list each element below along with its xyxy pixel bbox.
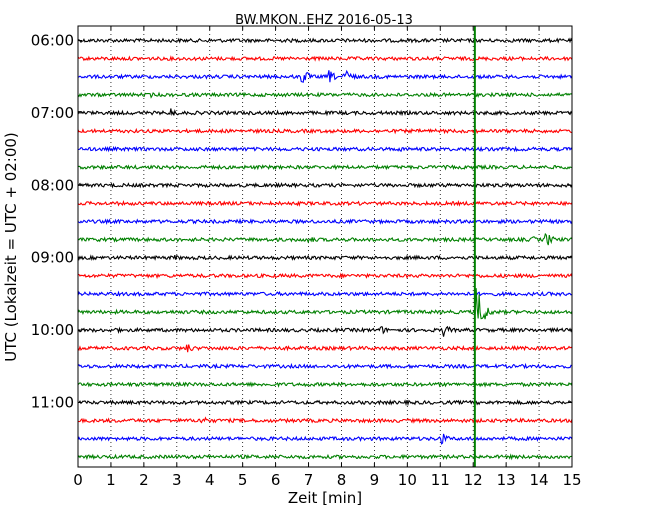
x-tick-label: 4 <box>205 471 215 489</box>
x-tick-label: 1 <box>106 471 116 489</box>
trace-0645 <box>77 91 573 99</box>
x-tick-label: 11 <box>431 471 450 489</box>
y-axis: 06:00 07:00 08:00 09:00 10:00 11:00 <box>31 32 572 412</box>
plot-frame <box>77 25 573 468</box>
x-tick-label: 7 <box>304 471 314 489</box>
trace-1015 <box>77 344 573 353</box>
trace-0945 <box>77 288 573 320</box>
x-tick-label: 3 <box>172 471 182 489</box>
y-tick-label: 07:00 <box>31 104 74 122</box>
trace-0930 <box>77 290 573 298</box>
x-tick-label: 8 <box>337 471 347 489</box>
trace-1030 <box>77 362 573 370</box>
trace-1045 <box>77 381 573 388</box>
traces <box>77 37 573 461</box>
trace-1145 <box>77 453 573 461</box>
trace-0830 <box>77 218 573 225</box>
trace-0845 <box>77 232 573 246</box>
trace-0900 <box>77 254 573 262</box>
x-tick-label: 14 <box>530 471 549 489</box>
y-tick-label: 08:00 <box>31 176 74 194</box>
y-tick-label: 06:00 <box>31 32 74 50</box>
x-tick-label: 13 <box>497 471 516 489</box>
trace-1130 <box>77 433 573 445</box>
y-tick-label: 09:00 <box>31 249 74 267</box>
trace-0815 <box>77 199 573 207</box>
x-axis: 0 1 2 3 4 5 6 7 8 9 10 11 12 13 14 15 <box>73 26 582 489</box>
x-tick-label: 2 <box>139 471 149 489</box>
trace-0715 <box>77 127 573 135</box>
trace-1100 <box>77 399 573 407</box>
trace-0745 <box>77 163 573 171</box>
x-axis-label: Zeit [min] <box>288 489 362 507</box>
trace-0600 <box>77 37 573 44</box>
x-tick-label: 9 <box>370 471 380 489</box>
trace-1115 <box>77 416 573 424</box>
trace-0800 <box>77 182 573 189</box>
trace-0700 <box>77 108 573 117</box>
x-tick-label: 5 <box>238 471 248 489</box>
chart-title: BW.MKON..EHZ 2016-05-13 <box>235 13 413 28</box>
trace-0615 <box>77 55 573 62</box>
y-tick-label: 10:00 <box>31 321 74 339</box>
x-tick-label: 6 <box>271 471 281 489</box>
x-tick-label: 10 <box>398 471 417 489</box>
y-axis-label: UTC (Lokalzeit = UTC + 02:00) <box>2 132 20 362</box>
x-tick-label: 12 <box>464 471 483 489</box>
trace-1000 <box>77 325 573 337</box>
trace-0730 <box>77 145 573 153</box>
x-tick-label: 15 <box>562 471 581 489</box>
grid <box>110 26 540 467</box>
trace-0915 <box>77 272 573 280</box>
y-tick-label: 11:00 <box>31 394 74 412</box>
trace-0630 <box>77 69 573 83</box>
x-tick-label: 0 <box>73 471 83 489</box>
